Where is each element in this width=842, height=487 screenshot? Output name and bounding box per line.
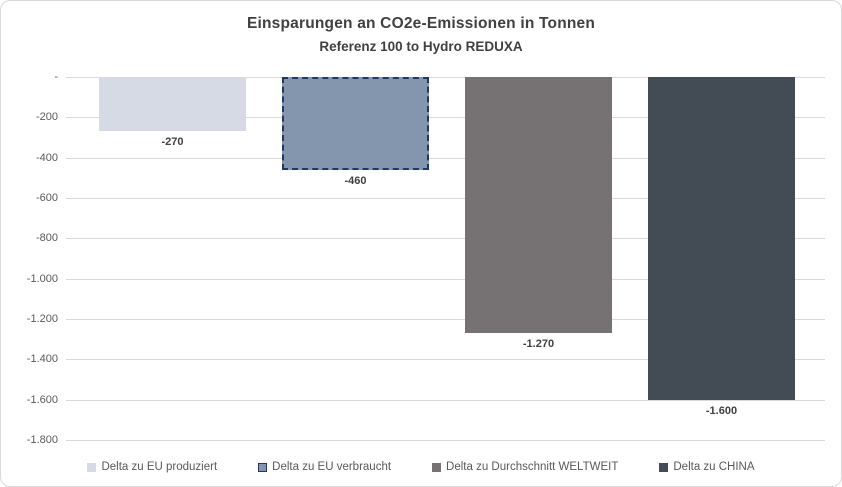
gridline — [66, 319, 825, 320]
y-axis-tick-label: -1.600 — [26, 393, 58, 406]
legend-item-eu-verbraucht: Delta zu EU verbraucht — [258, 461, 391, 473]
y-axis-tick-label: -1.000 — [26, 272, 58, 285]
chart-title: Einsparungen an CO2e-Emissionen in Tonne… — [246, 15, 596, 32]
bar-data-label: -1.270 — [522, 338, 555, 351]
bar-2 — [281, 77, 430, 170]
y-axis-tick-label: -400 — [35, 151, 58, 164]
gridline — [66, 198, 825, 199]
legend-swatch-icon — [258, 462, 268, 472]
plot-area: - -200 -400 -600 -800 -1.000 -1.200 -1.400 -1.60… — [27, 71, 825, 446]
bar-data-label: -1.600 — [705, 404, 738, 417]
gridline — [66, 157, 825, 159]
y-axis-tick-label: -1.800 — [26, 434, 58, 446]
legend-swatch-icon — [432, 462, 442, 472]
y-axis-tick-label: - — [54, 71, 58, 83]
legend-item-china: Delta zu CHINA — [659, 461, 755, 473]
legend-label: Delta zu CHINA — [673, 461, 755, 473]
legend-item-durchschnitt-weltweit: Delta zu Durchschnitt WELTWEIT — [432, 461, 618, 473]
legend-label: Delta zu Durchschnitt WELTWEIT — [446, 461, 619, 473]
y-axis-tick-label: -1.400 — [26, 353, 58, 366]
gridline — [66, 238, 825, 240]
gridline — [66, 399, 825, 401]
y-axis-tick-label: -1.200 — [26, 313, 58, 325]
bar-1 — [98, 77, 247, 132]
legend-item-eu-produziert: Delta zu EU produziert — [87, 461, 217, 473]
gridline — [66, 278, 825, 280]
y-axis-tick-label: -800 — [35, 232, 58, 245]
legend-swatch-icon — [659, 462, 669, 472]
legend-swatch-icon — [87, 462, 97, 472]
y-axis-tick-label: -200 — [35, 111, 58, 124]
y-axis-tick-label: -600 — [35, 192, 58, 204]
gridline — [66, 359, 825, 361]
bar-3 — [464, 77, 613, 334]
chart-subtitle: Referenz 100 to Hydro REDUXA — [319, 39, 523, 54]
bar-4 — [647, 77, 796, 400]
bars-container: -270 -460 -1.270 -1.600 — [81, 77, 813, 440]
legend-label: Delta zu EU verbraucht — [272, 461, 392, 473]
bar-data-label: -460 — [344, 174, 367, 187]
gridline — [66, 77, 825, 78]
legend: Delta zu EU produziert Delta zu EU verbr… — [1, 461, 841, 473]
legend-label: Delta zu EU produziert — [101, 461, 218, 473]
gridline — [66, 440, 825, 441]
bar-data-label: -270 — [161, 136, 184, 149]
gridline — [66, 117, 825, 119]
